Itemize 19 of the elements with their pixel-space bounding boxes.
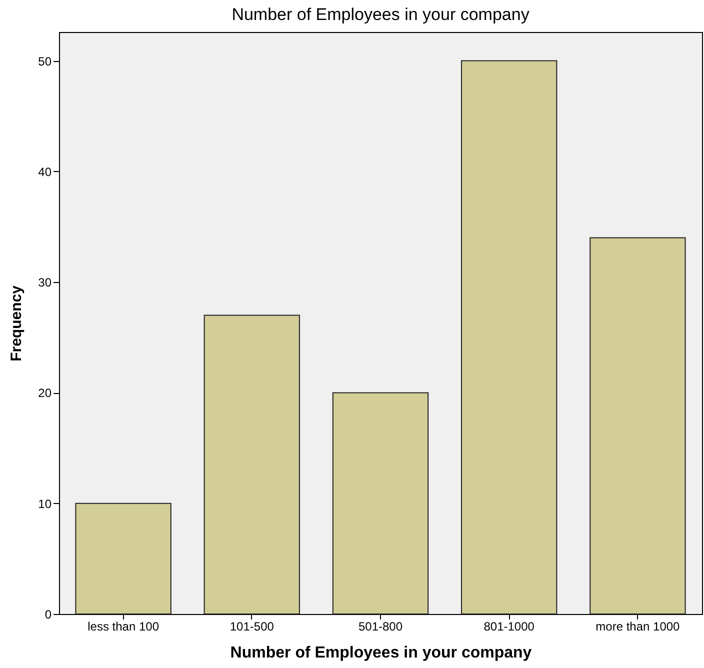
y-tick-label: 0 — [44, 608, 52, 622]
y-tick-label: 20 — [38, 386, 52, 400]
x-axis-title: Number of Employees in your company — [230, 644, 532, 662]
x-tick-label: 801-1000 — [484, 620, 535, 634]
x-tick-label: 501-800 — [358, 620, 403, 634]
y-tick-label: 10 — [38, 496, 52, 511]
chart-title: Number of Employees in your company — [232, 5, 530, 24]
y-tick-label: 40 — [38, 164, 52, 179]
bar — [332, 392, 429, 614]
y-axis-title: Frequency — [8, 284, 26, 362]
bar — [590, 237, 686, 614]
x-tick-label: 101-500 — [230, 620, 274, 634]
y-tick-label: 50 — [38, 54, 52, 68]
bar — [75, 502, 172, 614]
x-tick-label: less than 100 — [88, 620, 160, 634]
x-tick-label: more than 1000 — [596, 620, 680, 634]
bar — [204, 314, 300, 614]
bar — [461, 60, 558, 614]
y-tick-label: 30 — [38, 276, 52, 290]
